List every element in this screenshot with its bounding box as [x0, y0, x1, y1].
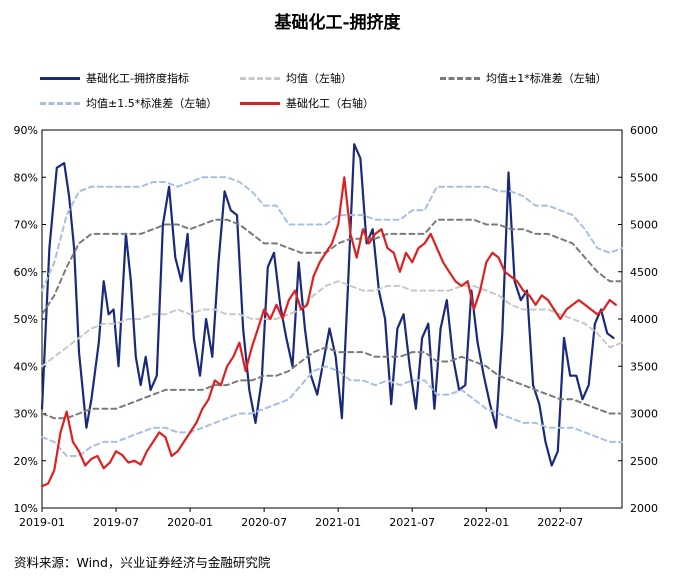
y-right-tick-label: 4000	[630, 313, 658, 326]
y-left-tick-label: 50%	[14, 313, 38, 326]
y-right-tick-label: 5000	[630, 219, 658, 232]
chart-title: 基础化工-拥挤度	[274, 13, 401, 33]
x-tick-label: 2019-07	[93, 516, 139, 529]
y-left-tick-label: 60%	[14, 266, 38, 279]
y-left-tick-label: 70%	[14, 219, 38, 232]
y-right-tick-label: 3000	[630, 408, 658, 421]
legend-swatch-chem-index	[240, 101, 280, 105]
series-line-4	[41, 176, 623, 292]
chart-plot: 10% 20% 30% 40% 50% 60% 70% 80% 90% 2000 2500 3000 3…	[14, 124, 658, 529]
y-right-tick-label: 5500	[630, 171, 658, 184]
x-tick-label: 2020-07	[241, 516, 287, 529]
legend: 基础化工-拥挤度指标 均值（左轴） 均值±1*标准差（左轴） 均值±1.5*标准…	[0, 0, 675, 120]
legend-swatch-mean-1p5std	[40, 101, 80, 105]
y-left-tick-label: 20%	[14, 455, 38, 468]
legend-swatch-crowding-index	[40, 76, 80, 80]
x-tick-label: 2021-01	[315, 516, 361, 529]
series-line-1	[41, 280, 623, 368]
series-line-0	[40, 143, 615, 467]
legend-item-mean-1std: 均值±1*标准差（左轴）	[440, 70, 607, 86]
source-note: 资料来源：Wind，兴业证券经济与金融研究院	[14, 555, 271, 570]
y-right-tick-label: 6000	[630, 124, 658, 137]
legend-swatch-mean-1std	[440, 76, 480, 80]
series-line-6	[40, 176, 617, 488]
y-right-tick-label: 2000	[630, 502, 658, 515]
x-tick-label: 2019-01	[19, 516, 65, 529]
legend-label-chem-index: 基础化工（右轴）	[286, 97, 374, 110]
y-right-tick-label: 3500	[630, 360, 658, 373]
legend-label-crowding-index: 基础化工-拥挤度指标	[86, 72, 189, 85]
x-tick-label: 2022-01	[463, 516, 509, 529]
x-tick-label: 2022-07	[537, 516, 583, 529]
legend-label-mean-1std: 均值±1*标准差（左轴）	[486, 72, 607, 85]
y-right-tick-label: 4500	[630, 266, 658, 279]
series-line-2	[41, 218, 623, 316]
y-left-tick-label: 40%	[14, 360, 38, 373]
y-right-tick-label: 2500	[630, 455, 658, 468]
legend-swatch-mean	[240, 76, 280, 80]
legend-label-mean-1p5std: 均值±1.5*标准差（左轴）	[86, 97, 218, 110]
y-left-tick-label: 10%	[14, 502, 38, 515]
legend-item-mean: 均值（左轴）	[240, 70, 352, 86]
series-line-5	[41, 365, 623, 457]
series-line-3	[41, 346, 623, 420]
legend-item-crowding-index: 基础化工-拥挤度指标	[40, 70, 189, 86]
x-tick-label: 2020-01	[167, 516, 213, 529]
y-left-tick-label: 90%	[14, 124, 38, 137]
legend-item-mean-1p5std: 均值±1.5*标准差（左轴）	[40, 95, 217, 111]
legend-label-mean: 均值（左轴）	[286, 72, 352, 85]
legend-item-chem-index: 基础化工（右轴）	[240, 95, 374, 111]
x-tick-label: 2021-07	[389, 516, 435, 529]
y-left-tick-label: 30%	[14, 408, 38, 421]
y-left-tick-label: 80%	[14, 171, 38, 184]
